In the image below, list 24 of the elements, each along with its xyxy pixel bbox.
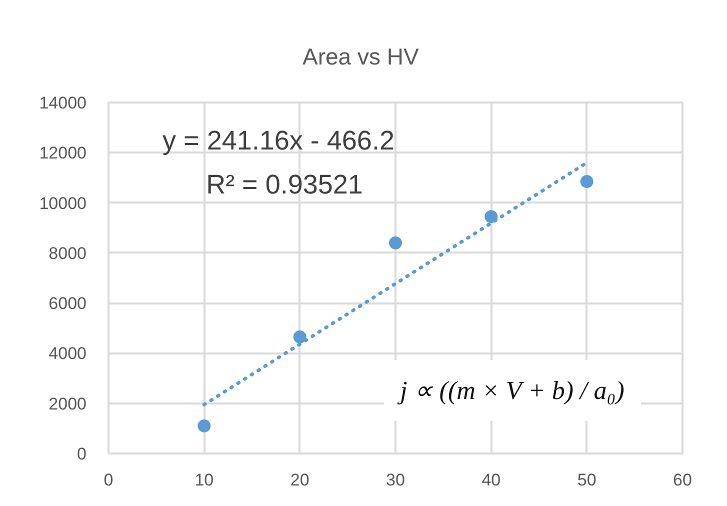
y-tick-label: 6000 xyxy=(48,294,87,314)
x-tick-label: 20 xyxy=(290,470,310,490)
point xyxy=(198,419,211,432)
y-tick-label: 4000 xyxy=(48,344,87,364)
annotation: j ∝ ((m × V + b) / a₀) xyxy=(397,376,624,405)
point xyxy=(484,210,498,224)
x-tick-label: 0 xyxy=(104,470,114,490)
point xyxy=(293,330,306,344)
x-tick-label: 50 xyxy=(577,470,596,490)
y-tick-label: 14000 xyxy=(39,94,87,112)
y-tick-label: 10000 xyxy=(39,194,87,213)
y-tick-label: 0 xyxy=(77,444,87,464)
annotation: R² = 0.93521 xyxy=(206,170,363,200)
chart-title: Area vs HV xyxy=(302,44,420,70)
x-tick-label: 40 xyxy=(482,470,501,490)
y-tick-label: 8000 xyxy=(48,244,87,263)
annotation: y = 241.16x - 466.2 xyxy=(162,126,394,156)
point xyxy=(389,236,402,250)
y-tick-label: 12000 xyxy=(39,144,87,163)
y-tick-label: 2000 xyxy=(48,394,87,414)
x-tick-label: 10 xyxy=(194,470,214,490)
x-tick-label: 30 xyxy=(386,470,405,490)
x-tick-label: 60 xyxy=(673,470,692,490)
point xyxy=(580,174,594,188)
